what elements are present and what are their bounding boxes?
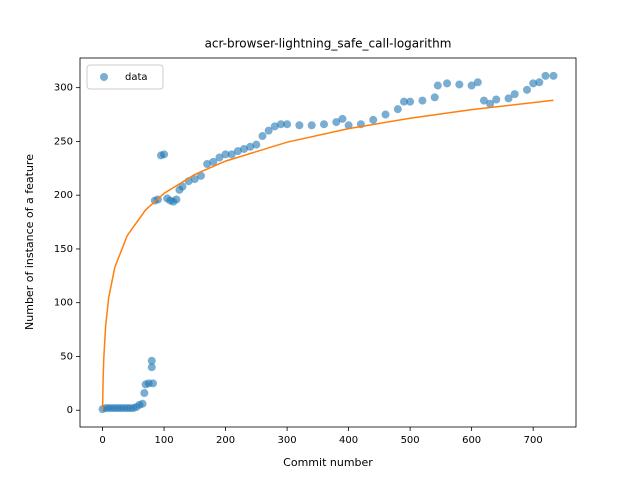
data-point: [393, 105, 402, 114]
data-point: [246, 142, 255, 151]
x-tick-label: 500: [401, 435, 420, 446]
fit-line: [101, 99, 554, 411]
y-tick-label: 250: [54, 136, 73, 147]
data-point: [307, 121, 316, 130]
x-tick-label: 400: [339, 435, 358, 446]
x-tick-label: 300: [278, 435, 297, 446]
data-point: [430, 93, 439, 102]
x-tick-label: 0: [99, 435, 105, 446]
data-point: [344, 121, 353, 130]
data-point: [406, 97, 415, 106]
data-point: [399, 97, 408, 106]
data-point: [178, 182, 187, 191]
y-tick-label: 0: [67, 405, 73, 416]
data-point: [190, 175, 199, 184]
x-tick-label: 100: [155, 435, 174, 446]
data-point: [535, 78, 544, 87]
y-axis-label: Number of instance of a feature: [23, 154, 36, 330]
legend-label: data: [125, 72, 148, 83]
data-point: [203, 160, 212, 169]
data-point: [320, 120, 329, 129]
chart-title: acr-browser-lightning_safe_call-logarith…: [205, 37, 452, 51]
data-point: [523, 85, 532, 94]
data-point: [295, 121, 304, 130]
y-tick-label: 100: [54, 298, 73, 309]
data-point: [215, 153, 224, 162]
y-tick-label: 300: [54, 83, 73, 94]
data-point: [510, 90, 519, 99]
data-point: [332, 118, 341, 127]
data-point: [227, 150, 236, 159]
legend-marker: [100, 73, 108, 81]
data-point: [138, 399, 147, 408]
y-tick-label: 200: [54, 190, 73, 201]
data-point: [455, 80, 464, 89]
data-point: [541, 71, 550, 80]
x-tick-label: 200: [216, 435, 235, 446]
data-point: [467, 81, 476, 90]
data-point: [369, 115, 378, 124]
data-point: [160, 150, 169, 159]
data-point: [443, 79, 452, 88]
data-point: [147, 356, 156, 365]
data-point: [196, 171, 205, 180]
data-point: [140, 389, 149, 398]
data-point: [338, 114, 347, 123]
x-tick-label: 600: [462, 435, 481, 446]
data-point: [252, 140, 261, 149]
data-point: [270, 122, 279, 131]
data-point: [529, 79, 538, 88]
data-point: [283, 120, 292, 129]
data-point: [418, 96, 427, 105]
data-point: [549, 71, 558, 80]
data-point: [209, 157, 218, 166]
data-point: [264, 126, 273, 135]
plot-area: [98, 71, 558, 414]
data-point: [433, 81, 442, 90]
data-point: [172, 195, 181, 204]
data-point: [276, 120, 285, 129]
axes-frame: [79, 57, 577, 428]
data-point: [492, 95, 501, 104]
data-point: [479, 96, 488, 105]
y-tick-label: 50: [60, 351, 73, 362]
legend-box: [86, 64, 164, 90]
data-point: [147, 363, 156, 372]
data-point: [486, 99, 495, 108]
data-point: [221, 150, 230, 159]
data-point: [148, 379, 157, 388]
data-point: [233, 147, 242, 156]
data-point: [473, 78, 482, 87]
data-point: [240, 144, 249, 153]
x-axis-label: Commit number: [283, 456, 373, 469]
x-tick-label: 700: [524, 435, 543, 446]
data-point: [381, 110, 390, 119]
y-tick-label: 150: [54, 244, 73, 255]
data-point: [504, 94, 513, 103]
data-point: [258, 132, 267, 141]
